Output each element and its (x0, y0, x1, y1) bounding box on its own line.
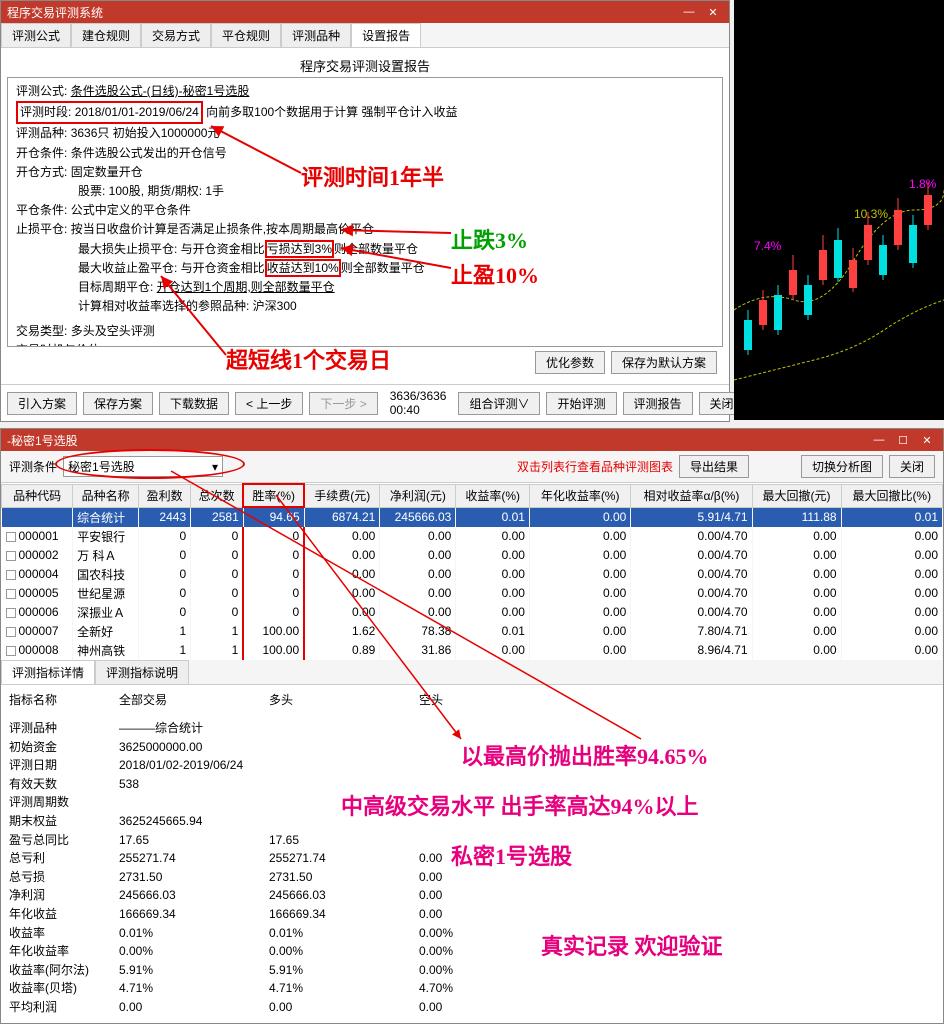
table-row[interactable]: 000007全新好11100.001.6278.380.010.007.80/4… (2, 622, 943, 641)
prev-step-button[interactable]: < 上一步 (235, 392, 303, 415)
switch-chart-button[interactable]: 切换分析图 (801, 455, 883, 478)
tab-4[interactable]: 评测品种 (281, 23, 351, 47)
metric-row: 总亏损2731.502731.500.00 (9, 868, 935, 887)
col-6[interactable]: 净利润(元) (380, 484, 456, 507)
close-icon[interactable]: ✕ (703, 4, 723, 20)
metric-row: 评测品种———综合统计 (9, 719, 935, 738)
download-data-button[interactable]: 下载数据 (159, 392, 229, 415)
metric-row: 收益率(贝塔)4.71%4.71%4.70% (9, 979, 935, 998)
optimize-button[interactable]: 优化参数 (535, 351, 605, 374)
save-default-button[interactable]: 保存为默认方案 (611, 351, 717, 374)
col-1[interactable]: 品种名称 (73, 484, 139, 507)
tab-0[interactable]: 评测公式 (1, 23, 71, 47)
tab-3[interactable]: 平仓规则 (211, 23, 281, 47)
metric-row: 盈亏总同比17.6517.65 (9, 831, 935, 850)
col-11[interactable]: 最大回撤比(%) (841, 484, 942, 507)
detail-tabs: 评测指标详情评测指标说明 (1, 660, 943, 685)
metric-row: 收益率(阿尔法)5.91%5.91%0.00% (9, 961, 935, 980)
metric-row: 评测周期数 (9, 793, 935, 812)
minimize-icon[interactable]: — (679, 4, 699, 20)
maximize-icon[interactable]: ☐ (893, 432, 913, 448)
combo-eval-button[interactable]: 组合评测∨ (458, 392, 540, 415)
condition-label: 评测条件 (9, 458, 57, 475)
metric-row: 年化收益166669.34166669.340.00 (9, 905, 935, 924)
metric-row: 评测日期2018/01/02-2019/06/24 (9, 756, 935, 775)
eval-report-button[interactable]: 评测报告 (623, 392, 693, 415)
results-window: -秘密1号选股 — ☐ ✕ 评测条件 秘密1号选股▾ 双击列表行查看品种评测图表… (0, 428, 944, 1024)
metric-row: 期末权益3625245665.94 (9, 812, 935, 831)
report-title: 程序交易评测设置报告 (7, 54, 723, 77)
table-row[interactable]: 000006深振业Ａ0000.000.000.000.000.00/4.700.… (2, 603, 943, 622)
metric-row: 总亏利255271.74255271.740.00 (9, 849, 935, 868)
table-row[interactable]: 000004国农科技0000.000.000.000.000.00/4.700.… (2, 565, 943, 584)
metric-row: 净利润245666.03245666.030.00 (9, 886, 935, 905)
window-title: 程序交易评测系统 (7, 4, 103, 21)
table-row[interactable]: 000001平安银行0000.000.000.000.000.00/4.700.… (2, 527, 943, 546)
col-7[interactable]: 收益率(%) (456, 484, 530, 507)
subtab-0[interactable]: 评测指标详情 (1, 660, 95, 684)
metric-row: 平均利润0.000.000.00 (9, 998, 935, 1017)
hint-text: 双击列表行查看品种评测图表 (517, 458, 673, 475)
chevron-down-icon: ▾ (212, 460, 218, 474)
col-8[interactable]: 年化收益率(%) (529, 484, 630, 507)
svg-text:7.4%: 7.4% (754, 239, 782, 253)
import-plan-button[interactable]: 引入方案 (7, 392, 77, 415)
start-eval-button[interactable]: 开始评测 (546, 392, 616, 415)
titlebar: 程序交易评测系统 — ✕ (1, 1, 729, 23)
metrics-panel: 指标名称 全部交易 多头 空头 评测品种———综合统计初始资金362500000… (1, 685, 943, 1023)
save-plan-button[interactable]: 保存方案 (83, 392, 153, 415)
window-title-2: -秘密1号选股 (7, 432, 78, 449)
table-row[interactable]: 000005世纪星源0000.000.000.000.000.00/4.700.… (2, 584, 943, 603)
minimize-icon[interactable]: — (869, 432, 889, 448)
results-table: 品种代码品种名称盈利数总次数胜率(%)手续费(元)净利润(元)收益率(%)年化收… (1, 483, 943, 660)
col-3[interactable]: 总次数 (191, 484, 244, 507)
report-textarea: 评测公式: 条件选股公式-(日线)-秘密1号选股 评测时段: 2018/01/0… (7, 77, 723, 347)
subtab-1[interactable]: 评测指标说明 (95, 660, 189, 684)
settings-tabs: 评测公式建仓规则交易方式平仓规则评测品种设置报告 (1, 23, 729, 48)
close-button-2[interactable]: 关闭 (889, 455, 935, 478)
tab-5[interactable]: 设置报告 (351, 23, 421, 47)
table-row[interactable]: 000002万 科Ａ0000.000.000.000.000.00/4.700.… (2, 546, 943, 565)
close-icon[interactable]: ✕ (917, 432, 937, 448)
svg-text:1.8%: 1.8% (909, 177, 937, 191)
table-row[interactable]: 000008神州高铁11100.000.8931.860.000.008.96/… (2, 641, 943, 660)
evaluation-system-window: 程序交易评测系统 — ✕ 评测公式建仓规则交易方式平仓规则评测品种设置报告 程序… (0, 0, 730, 422)
candlestick-chart-panel: 7.4% 10.3% 1.8% (734, 0, 944, 420)
col-10[interactable]: 最大回撤(元) (752, 484, 841, 507)
condition-combo[interactable]: 秘密1号选股▾ (63, 456, 223, 477)
table-row[interactable]: 综合统计2443258194.656874.21245666.030.010.0… (2, 507, 943, 527)
tab-2[interactable]: 交易方式 (141, 23, 211, 47)
svg-text:10.3%: 10.3% (854, 207, 888, 221)
metric-row: 年化收益率0.00%0.00%0.00% (9, 942, 935, 961)
metric-row: 初始资金3625000000.00 (9, 738, 935, 757)
tab-1[interactable]: 建仓规则 (71, 23, 141, 47)
export-result-button[interactable]: 导出结果 (679, 455, 749, 478)
metric-row: 收益率0.01%0.01%0.00% (9, 924, 935, 943)
col-5[interactable]: 手续费(元) (304, 484, 380, 507)
col-4[interactable]: 胜率(%) (243, 484, 304, 507)
next-step-button[interactable]: 下一步 > (309, 392, 377, 415)
col-9[interactable]: 相对收益率α/β(%) (631, 484, 752, 507)
titlebar-2: -秘密1号选股 — ☐ ✕ (1, 429, 943, 451)
col-0[interactable]: 品种代码 (2, 484, 73, 507)
col-2[interactable]: 盈利数 (139, 484, 191, 507)
progress-counter: 3636/3636 00:40 (390, 389, 447, 417)
metric-row: 有效天数538 (9, 775, 935, 794)
